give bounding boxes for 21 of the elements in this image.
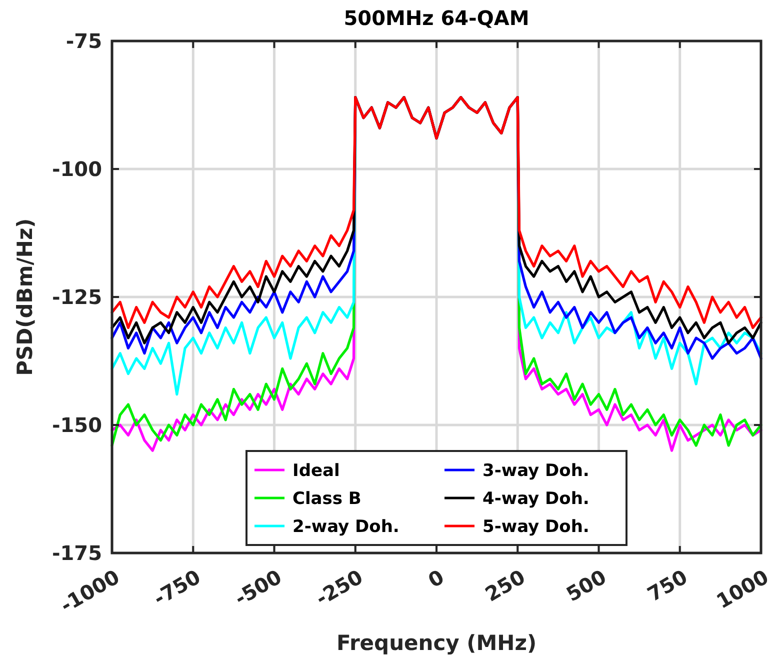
legend-label: 4-way Doh. (482, 488, 590, 509)
x-tick-label: -750 (149, 564, 205, 610)
x-axis-title: Frequency (MHz) (336, 631, 537, 655)
x-tick-label: 250 (480, 564, 530, 606)
y-axis-title: PSD(dBm/Hz) (13, 218, 37, 376)
x-tick-label: 0 (424, 564, 448, 592)
y-tick-label: -175 (52, 541, 102, 565)
x-tick-label: -500 (230, 564, 286, 610)
x-tick-label: 750 (643, 564, 692, 606)
y-tick-label: -100 (52, 157, 102, 181)
y-tick-label: -75 (66, 29, 102, 53)
y-tick-label: -125 (52, 285, 102, 309)
legend-label: Ideal (292, 460, 340, 481)
x-tick-label: -250 (312, 564, 367, 610)
legend-label: 5-way Doh. (482, 516, 590, 537)
chart-title: 500MHz 64-QAM (344, 6, 530, 30)
legend-label: 2-way Doh. (292, 516, 400, 537)
legend-label: 3-way Doh. (482, 460, 590, 481)
x-tick-label: 500 (562, 564, 610, 606)
y-tick-label: -150 (52, 413, 102, 437)
legend-label: Class B (292, 488, 362, 509)
